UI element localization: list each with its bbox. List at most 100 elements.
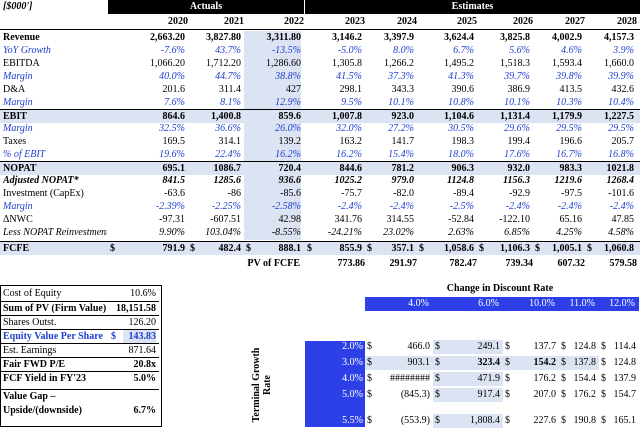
year-cell: 2027 [565,16,585,27]
value-cell: 10.8% [448,97,474,108]
value-cell: 10.1% [388,97,414,108]
value-cell: 720.4 [278,163,302,174]
value-cell: 103.04% [205,227,241,238]
value-cell: -2.4% [337,201,362,212]
sensitivity-title: Change in Discount Rate [446,283,554,294]
value-cell: -2.58% [244,200,301,214]
growth-rate-cell: 2.0% [342,341,363,352]
value-cell: 3,825.8 [500,32,530,43]
highlight-cell [503,356,559,370]
value-cell: -86 [227,188,241,199]
currency-symbol: $ [367,357,372,368]
pv-cell: 739.34 [505,258,534,269]
sensitivity-value: 154.2 [533,357,557,368]
currency-symbol: $ [419,243,424,254]
value-cell: 4,157.3 [604,32,634,43]
value-cell: 4,002.9 [552,32,582,43]
value-cell: 19.6% [159,149,185,160]
value-cell: 3,311.80 [244,31,301,45]
currency-symbol: $ [535,243,540,254]
value-cell: -101.6 [608,188,634,199]
value-cell: 906.3 [451,163,475,174]
value-cell: 1,286.60 [244,57,301,71]
value-cell: 841.5 [162,175,186,186]
pv-cell: 607.32 [557,258,586,269]
sensitivity-header [365,297,639,311]
value-cell: 781.2 [391,163,415,174]
value-cell: 17.6% [504,149,530,160]
value-cell: 141.7 [391,136,415,147]
model-row: ΔNWC -97.31 -607.51 42.98 341.76 314.55 -52.84… [0,213,640,227]
value-cell: 38.8% [244,70,301,84]
value-cell: 26.0% [244,122,301,136]
value-cell: -85.6 [244,187,301,201]
currency-symbol: $ [435,357,440,368]
value-cell: 1,495.2 [444,58,474,69]
row-label: Adjusted NOPAT* [3,175,79,186]
value-cell: -2.4% [389,201,414,212]
sensitivity-side-label: Terminal Growth Rate [251,347,273,423]
value-cell: -5.0% [337,45,362,56]
model-row: FCFE 791.9 $482.4 $888.1 $855.9 $357.1 $1,058.… [0,241,640,255]
years-row: 2020 2021 2022 2023 2024 2025 2026 2027 … [0,15,640,29]
summary-label: Cost of Equity [3,288,62,299]
row-label: Less NOPAT Reinvestment [3,227,107,238]
value-cell: 9.90% [159,227,185,238]
currency-symbol: $ [307,243,312,254]
value-cell: 8.0% [393,45,414,56]
value-cell: 1,712.20 [206,58,241,69]
value-cell: 7.6% [164,97,185,108]
value-cell: 1,060.8 [604,243,634,254]
row-label: Margin [3,97,33,108]
summary-row: FCF Yield in FY'23 5.0% [1,371,159,386]
currency-symbol: $ [601,389,606,400]
model-row: Margin 7.6% 8.1% 12.9% 9.5% 10.1% 10.8% 10.1% 10… [0,96,640,110]
value-cell: 29.5% [608,123,634,134]
highlight-cell [433,372,503,386]
value-cell: 169.5 [162,136,186,147]
summary-value: 20.8x [133,359,157,370]
summary-label: Est. Earnings [3,345,57,356]
sensitivity-value: (553.9) [400,415,430,426]
sensitivity-value: 903.1 [407,357,431,368]
value-cell: -122.10 [499,214,530,225]
value-cell: 36.6% [215,123,241,134]
sensitivity-value: 1,808.4 [470,415,500,426]
sensitivity-value: 137.9 [613,373,637,384]
summary-row: Value Gap – Upside/(downside) 6.7% [1,389,159,422]
sensitivity-value: 207.0 [533,389,557,400]
sensitivity-value: 249.1 [477,341,501,352]
value-cell: -52.84 [448,214,474,225]
model-row: YoY Growth -7.6% 43.7% -13.5% -5.0% 8.0% 6.7% 5… [0,44,640,58]
sensitivity-value: (845.3) [400,389,430,400]
highlight-cell [433,340,503,354]
pv-cell: 773.86 [337,258,366,269]
value-cell: 482.4 [218,243,242,254]
summary-value: 871.64 [128,345,157,356]
model-row: Investment (CapEx) -63.6 -86 -85.6 -75.7 -82.… [0,187,640,201]
value-cell: 10.4% [608,97,634,108]
row-label: YoY Growth [3,45,51,56]
value-cell: 65.16 [559,214,583,225]
value-cell: 979.0 [391,175,415,186]
value-cell: 2.63% [448,227,474,238]
value-cell: 1,305.8 [332,58,362,69]
currency-symbol: $ [435,389,440,400]
value-cell: 3,146.2 [332,32,362,43]
summary-value: 10.6% [130,288,156,299]
value-cell: 37.3% [388,71,414,82]
value-cell: 41.3% [448,71,474,82]
value-cell: 1,066.20 [150,58,185,69]
sensitivity-value: 137.7 [533,341,557,352]
currency-symbol: $ [367,373,372,384]
summary-row: Fair FWD P/E 20.8x [1,357,159,372]
model-row: Margin 32.5% 36.6% 26.0% 32.0% 27.2% 30.5% 29.6… [0,122,640,136]
value-cell: 1,400.8 [211,111,241,122]
summary-row: Shares Outst. 126.20 [1,315,159,330]
value-cell: -2.4% [505,201,530,212]
sensitivity-value: 466.0 [407,341,431,352]
summary-label: Equity Value Per Share [3,331,103,342]
sensitivity-value: 165.1 [613,415,637,426]
value-cell: 1,660.0 [604,58,634,69]
value-cell: 32.5% [159,123,185,134]
